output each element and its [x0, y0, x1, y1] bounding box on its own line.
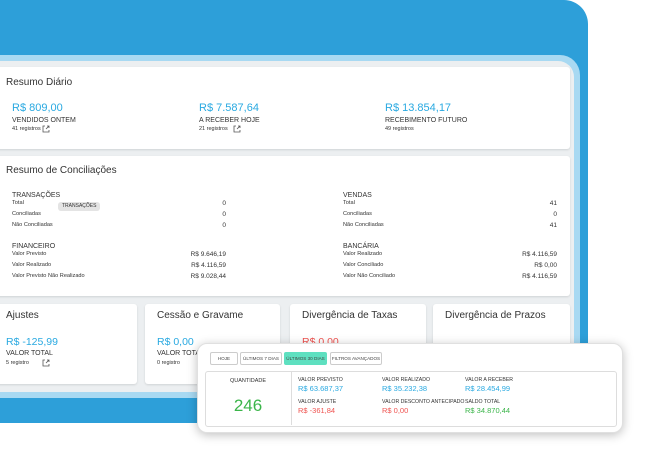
- card-value: R$ -125,99: [6, 336, 58, 348]
- metric-value: R$ 0,00: [382, 406, 409, 415]
- metric-value: R$ 28.454,99: [465, 384, 511, 393]
- row-value: 41: [549, 200, 557, 207]
- external-link-icon: [42, 359, 50, 367]
- stat-value: R$ 13.854,17: [385, 102, 452, 114]
- row-label: Valor Não Conciliado: [343, 273, 396, 279]
- filter-button[interactable]: FILTROS AVANÇADOS: [330, 352, 382, 365]
- card-label: VALOR TOTAL: [157, 350, 204, 357]
- card-title: Resumo de Conciliações: [6, 165, 117, 176]
- section-title: TRANSAÇÕES: [12, 192, 61, 199]
- card-title: Resumo Diário: [6, 77, 73, 88]
- card-value: R$ 0,00: [157, 336, 194, 348]
- metric-value: R$ 35.232,38: [382, 384, 428, 393]
- row-label: Conciliadas: [12, 211, 41, 217]
- quantity-value: 246: [233, 396, 263, 415]
- row-label: Não Conciliadas: [12, 222, 53, 228]
- card-title: Ajustes: [6, 310, 39, 321]
- metric-value: R$ 34.870,44: [465, 406, 511, 415]
- row-value: 41: [549, 222, 557, 229]
- filter-button[interactable]: HOJE: [210, 352, 238, 365]
- row-label: Valor Previsto: [12, 251, 47, 257]
- row-value: 0: [553, 211, 557, 218]
- card-label: VALOR TOTAL: [6, 350, 53, 357]
- row-value: R$ 9.646,19: [190, 251, 226, 258]
- card-title: Divergência de Taxas: [302, 310, 398, 321]
- row-label: Valor Previsto Não Realizado: [12, 273, 85, 279]
- row-value: R$ 4.116,59: [191, 262, 226, 269]
- row-value: R$ 4.116,59: [522, 273, 557, 280]
- filter-button[interactable]: ÚLTIMOS 30 DIAS: [284, 352, 327, 365]
- stat-count: 21 registros: [199, 126, 228, 132]
- card-count: 5 registro: [6, 360, 29, 366]
- card-title: Cessão e Gravame: [157, 310, 244, 321]
- metric-value: R$ -361,84: [298, 406, 336, 415]
- card: [0, 304, 137, 384]
- row-label: Valor Realizado: [12, 262, 52, 268]
- card: [0, 156, 570, 296]
- row-value: R$ 4.116,59: [522, 251, 557, 258]
- section-title: BANCÁRIA: [343, 243, 379, 250]
- stat-label: VENDIDOS ONTEM: [12, 117, 76, 124]
- row-value: R$ 9.028,44: [190, 273, 226, 280]
- quantity-box: [205, 371, 292, 425]
- row-label: Valor Conciliado: [343, 262, 384, 268]
- row-label: Não Conciliadas: [343, 222, 384, 228]
- card-value: R$ 0,00: [302, 336, 339, 348]
- row-value: 0: [222, 222, 226, 229]
- stat-count: 41 registros: [12, 126, 41, 132]
- metric-value: R$ 63.687,37: [298, 384, 344, 393]
- tooltip: TRANSAÇÕES: [58, 202, 101, 211]
- row-label: Valor Realizado: [343, 251, 383, 257]
- row-value: 0: [222, 200, 226, 207]
- stat-count: 49 registros: [385, 126, 414, 132]
- section-title: VENDAS: [343, 192, 372, 199]
- metric-label: VALOR DESCONTO ANTECIPADO: [382, 399, 465, 405]
- card: [0, 67, 570, 149]
- external-link-icon: [233, 125, 241, 133]
- card-title: Divergência de Prazos: [445, 310, 546, 321]
- stat-value: R$ 809,00: [12, 102, 63, 114]
- metric-label: SALDO TOTAL: [465, 399, 501, 405]
- row-label: Total: [343, 200, 355, 206]
- quantity-label: QUANTIDADE: [229, 378, 267, 384]
- row-label: Conciliadas: [343, 211, 372, 217]
- metric-label: VALOR AJUSTE: [298, 399, 337, 405]
- metric-label: VALOR REALIZADO: [382, 377, 431, 383]
- stat-label: RECEBIMENTO FUTURO: [385, 117, 468, 124]
- metric-label: VALOR A RECEBER: [465, 377, 514, 383]
- metric-label: VALOR PREVISTO: [298, 377, 343, 383]
- filter-button[interactable]: ÚLTIMOS 7 DIAS: [240, 352, 282, 365]
- card-count: 0 registro: [157, 360, 180, 366]
- stat-value: R$ 7.587,64: [199, 102, 259, 114]
- stats-box: [205, 371, 617, 427]
- row-value: 0: [222, 211, 226, 218]
- row-value: R$ 0,00: [534, 262, 557, 269]
- external-link-icon: [42, 125, 50, 133]
- row-label: Total: [12, 200, 24, 206]
- section-title: FINANCEIRO: [12, 243, 56, 250]
- stat-label: A RECEBER HOJE: [199, 117, 260, 124]
